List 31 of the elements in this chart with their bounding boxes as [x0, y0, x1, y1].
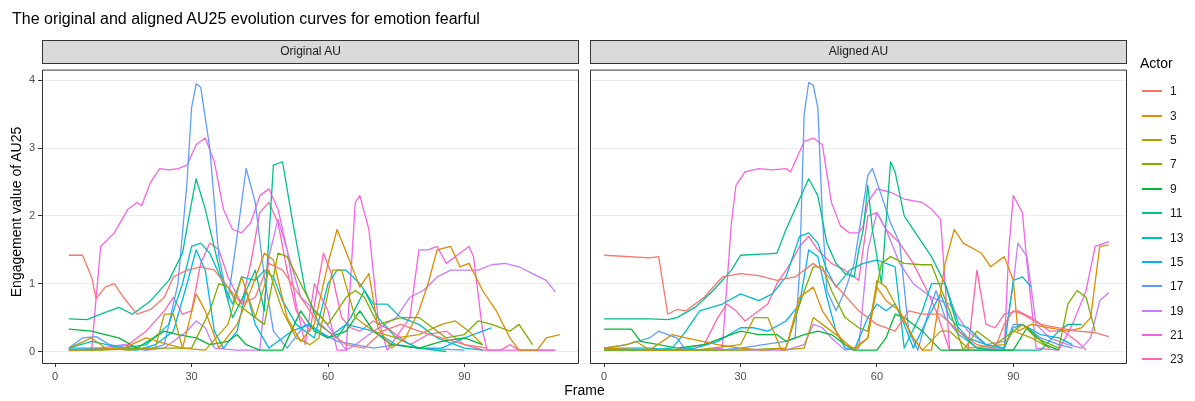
legend-label: 19 — [1170, 303, 1184, 318]
chart-subtitle: Original AU — [42, 40, 579, 64]
legend-label: 5 — [1170, 132, 1177, 147]
x-tick-label: 0 — [601, 369, 608, 382]
y-tick-label: 3 — [28, 141, 35, 154]
legend-label: 21 — [1170, 328, 1184, 343]
legend-label: 11 — [1170, 206, 1183, 221]
legend-label: 9 — [1170, 181, 1177, 196]
y-tick-label: 4 — [28, 73, 35, 86]
y-tick-label: 1 — [28, 276, 35, 289]
legend-label: 23 — [1170, 352, 1184, 367]
x-tick-label: 30 — [185, 369, 198, 382]
legend-label: 7 — [1170, 157, 1177, 172]
x-tick-label: 90 — [1007, 369, 1020, 382]
y-tick-label: 2 — [28, 208, 35, 221]
legend-title: Actor — [1140, 55, 1174, 71]
y-axis-title: Engagement value of AU25 — [7, 125, 24, 300]
legend-label: 3 — [1170, 108, 1177, 123]
legend-label: 1 — [1170, 84, 1177, 99]
y-tick-label: 0 — [28, 344, 35, 357]
legend-label: 17 — [1170, 279, 1184, 294]
x-tick-label: 90 — [458, 369, 471, 382]
x-tick-label: 0 — [52, 369, 59, 382]
x-tick-label: 30 — [734, 369, 747, 382]
chart-title: The original and aligned AU25 evolution curves for emotion fearful — [12, 10, 480, 28]
x-tick-label: 60 — [870, 369, 884, 382]
chart-subtitle: Aligned AU — [590, 40, 1127, 64]
legend-label: 13 — [1170, 230, 1184, 245]
legend-label: 15 — [1170, 254, 1184, 269]
x-axis-title: Frame — [563, 382, 606, 398]
x-tick-label: 60 — [321, 369, 335, 382]
